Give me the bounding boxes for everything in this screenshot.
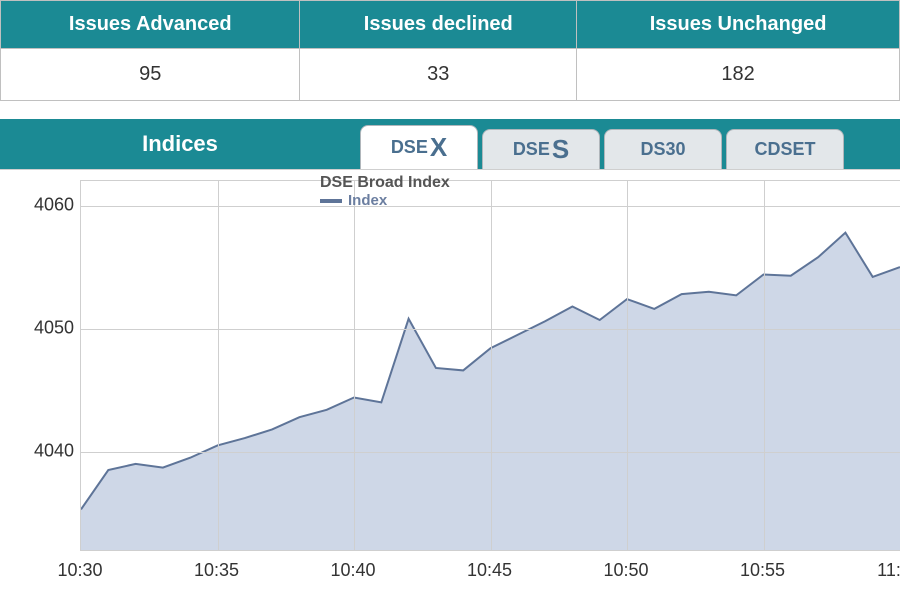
tab-cdset-prefix: CDSET [754,139,815,160]
legend-label: Index [348,192,387,209]
indices-label-wrap: Indices [0,119,360,169]
cell-advanced: 95 [1,49,300,101]
x-axis-label: 10:40 [330,560,375,581]
issues-table: Issues Advanced Issues declined Issues U… [0,0,900,101]
tab-dses-suffix: S [552,134,569,165]
indices-header: Indices DSEX DSES DS30 CDSET [0,119,900,169]
tab-ds30[interactable]: DS30 [604,129,722,169]
cell-unchanged: 182 [577,49,900,101]
tab-cdset[interactable]: CDSET [726,129,844,169]
col-header-advanced: Issues Advanced [1,1,300,49]
y-axis-label: 4040 [34,440,74,461]
gridline-v [491,181,492,550]
x-axis-label: 10:55 [740,560,785,581]
x-axis-label: 10:30 [57,560,102,581]
tab-dsex[interactable]: DSEX [360,125,478,169]
chart-plot [80,180,900,551]
cell-declined: 33 [300,49,577,101]
x-axis-label: 10:35 [194,560,239,581]
indices-label: Indices [142,131,218,157]
gridline-v [218,181,219,550]
x-axis-label: 10:50 [603,560,648,581]
index-tabs: DSEX DSES DS30 CDSET [360,119,844,169]
y-axis-label: 4050 [34,317,74,338]
tab-ds30-prefix: DS30 [640,139,685,160]
tab-dses[interactable]: DSES [482,129,600,169]
tab-dsex-prefix: DSE [391,137,428,158]
tab-dses-prefix: DSE [513,139,550,160]
tab-dsex-suffix: X [430,132,447,163]
legend-swatch [320,199,342,203]
x-axis-label: 10:45 [467,560,512,581]
gridline-v [627,181,628,550]
chart-legend: Index [320,192,450,209]
x-axis-label: 11:00 [877,560,900,581]
col-header-unchanged: Issues Unchanged [577,1,900,49]
chart-title: DSE Broad Index [320,174,450,192]
gridline-v [764,181,765,550]
chart-title-block: DSE Broad Index Index [320,174,450,209]
table-row: 95 33 182 [1,49,900,101]
gridline-v [354,181,355,550]
chart-area: DSE Broad Index Index 4040 4050 4060 10:30 1… [0,169,900,589]
y-axis-label: 4060 [34,194,74,215]
col-header-declined: Issues declined [300,1,577,49]
